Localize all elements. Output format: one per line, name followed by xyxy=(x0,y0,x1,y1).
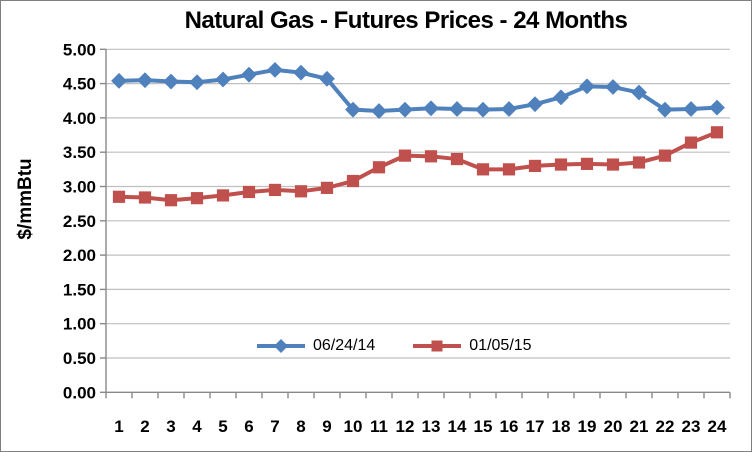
data-point-series2 xyxy=(112,190,126,203)
data-point-series1 xyxy=(397,101,413,118)
x-tick-label: 22 xyxy=(656,417,675,436)
x-tick-label: 24 xyxy=(708,417,727,436)
data-point-series1 xyxy=(553,89,569,106)
x-tick-label: 7 xyxy=(270,417,279,436)
data-point-series1 xyxy=(111,72,127,89)
x-tick-label: 20 xyxy=(604,417,623,436)
data-point-series1 xyxy=(371,103,387,119)
y-tick-label: 0.50 xyxy=(63,349,96,368)
data-point-series2 xyxy=(580,157,594,170)
data-point-series1 xyxy=(501,101,517,117)
data-point-series2 xyxy=(658,149,672,162)
y-tick-label: 2.00 xyxy=(63,246,96,265)
data-point-series2 xyxy=(164,194,178,207)
data-point-series2 xyxy=(450,152,464,166)
y-tick-label: 2.50 xyxy=(63,212,96,231)
y-tick-label: 1.50 xyxy=(63,280,96,299)
data-point-series2 xyxy=(632,156,646,169)
data-point-series1 xyxy=(293,64,309,81)
data-point-series1 xyxy=(709,99,725,116)
square-legend-marker-icon xyxy=(413,340,462,352)
x-tick-label: 11 xyxy=(370,417,388,436)
y-tick-label: 4.00 xyxy=(63,109,96,128)
data-point-series1 xyxy=(267,61,283,78)
data-point-series2 xyxy=(606,158,620,171)
data-point-series1 xyxy=(449,101,465,117)
x-tick-label: 21 xyxy=(630,417,649,436)
data-point-series2 xyxy=(346,174,360,188)
y-tick-label: 0.00 xyxy=(63,383,96,402)
x-tick-label: 16 xyxy=(500,417,519,436)
data-point-series1 xyxy=(215,71,231,88)
y-tick-label: 4.50 xyxy=(63,75,96,94)
data-point-series2 xyxy=(242,185,256,199)
series-line-2 xyxy=(118,130,718,203)
data-point-series1 xyxy=(319,70,335,87)
x-tick-label: 2 xyxy=(140,417,149,436)
data-point-series1 xyxy=(345,101,361,118)
legend: 06/24/14 01/05/15 xyxy=(257,337,532,355)
x-tick-label: 1 xyxy=(114,417,123,436)
x-tick-label: 15 xyxy=(474,417,493,436)
x-tick-label: 6 xyxy=(244,417,253,436)
data-point-series1 xyxy=(527,96,543,113)
x-tick-label: 9 xyxy=(322,417,331,436)
data-point-series2 xyxy=(398,149,412,162)
x-tick-label: 14 xyxy=(448,417,467,436)
data-point-series2 xyxy=(268,183,282,197)
data-point-series1 xyxy=(189,74,205,91)
data-point-series1 xyxy=(579,78,595,95)
data-point-series2 xyxy=(710,126,724,139)
y-tick-label: 1.00 xyxy=(63,315,96,334)
x-tick-label: 13 xyxy=(422,417,441,436)
data-point-series1 xyxy=(631,84,647,101)
data-point-series2 xyxy=(216,189,230,202)
data-point-series2 xyxy=(424,150,438,163)
data-point-series2 xyxy=(138,191,152,204)
data-point-series1 xyxy=(683,101,699,117)
data-point-series2 xyxy=(528,159,542,173)
data-point-series2 xyxy=(502,163,516,176)
chart-title: Natural Gas - Futures Prices - 24 Months xyxy=(184,7,628,34)
x-tick-label: 5 xyxy=(218,417,227,436)
data-point-series1 xyxy=(423,100,439,117)
data-point-series2 xyxy=(554,158,568,171)
y-tick-label: 3.50 xyxy=(63,143,96,162)
x-tick-label: 8 xyxy=(296,417,305,436)
series-line-1 xyxy=(118,67,718,114)
data-point-series1 xyxy=(137,72,153,89)
legend-label: 01/05/15 xyxy=(469,337,532,354)
data-point-series1 xyxy=(657,101,673,118)
data-point-series2 xyxy=(320,181,334,194)
diamond-legend-marker-icon xyxy=(257,339,305,353)
data-point-series1 xyxy=(241,66,257,83)
x-tick-label: 18 xyxy=(552,417,571,436)
x-tick-label: 19 xyxy=(578,417,597,436)
data-point-series1 xyxy=(475,101,491,118)
y-tick-label: 5.00 xyxy=(63,40,96,59)
data-point-series2 xyxy=(684,136,698,149)
data-point-series1 xyxy=(605,79,621,95)
x-tick-label: 3 xyxy=(166,417,175,436)
x-tick-label: 4 xyxy=(192,417,202,436)
y-tick-label: 3.00 xyxy=(63,178,96,197)
data-point-series1 xyxy=(163,73,179,90)
data-point-series2 xyxy=(294,185,308,198)
x-tick-label: 23 xyxy=(682,417,701,436)
x-tick-label: 17 xyxy=(526,417,545,436)
legend-item-series2: 01/05/15 xyxy=(413,337,532,355)
x-tick-label: 12 xyxy=(396,417,415,436)
data-point-series2 xyxy=(476,163,490,176)
data-point-series2 xyxy=(372,161,386,174)
legend-item-series1: 06/24/14 xyxy=(257,337,375,355)
x-tick-label: 10 xyxy=(344,417,363,436)
legend-label: 06/24/14 xyxy=(313,337,376,354)
data-point-series2 xyxy=(190,192,204,205)
